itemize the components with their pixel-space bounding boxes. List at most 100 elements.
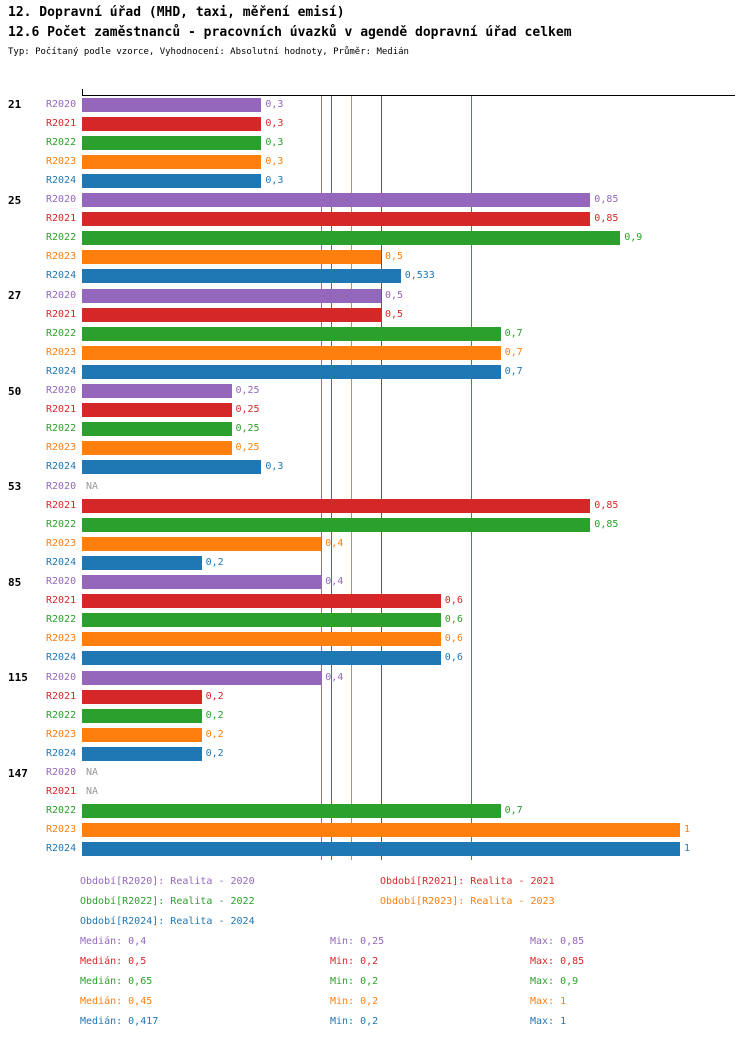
- chart-row: 27 R2020 0,5: [0, 286, 750, 305]
- chart-top-axis: [82, 95, 735, 96]
- bar-85-R2021: [82, 594, 441, 609]
- chart-row: R2023 0,6: [0, 630, 750, 649]
- value-label: 0,2: [205, 690, 224, 702]
- series-label: R2024: [46, 843, 77, 855]
- series-label: R2023: [46, 537, 77, 549]
- series-label: R2023: [46, 824, 77, 836]
- value-label: 0,6: [444, 595, 463, 607]
- stat-max-R2021: Max: 0,85: [530, 956, 585, 967]
- value-label: 0,533: [404, 270, 435, 282]
- chart-row: 53 R2020 NA: [0, 477, 750, 496]
- bar-147-R2023: [82, 823, 680, 838]
- bar-85-R2020: [82, 575, 322, 589]
- chart-row: R2021 0,25: [0, 401, 750, 420]
- series-label: R2024: [46, 270, 77, 282]
- series-label: R2024: [46, 365, 77, 377]
- bar-27-R2021: [82, 307, 381, 322]
- bar-53-R2024: [82, 555, 202, 570]
- series-label: R2022: [46, 805, 77, 817]
- chart-row: 115 R2020 0,4: [0, 668, 750, 687]
- chart-row: R2021 0,3: [0, 114, 750, 133]
- value-label: 0,9: [624, 232, 643, 244]
- bar-21-R2020: [82, 97, 262, 112]
- chart-row: 21 R2020 0,3: [0, 95, 750, 114]
- chart-row: R2023 1: [0, 821, 750, 840]
- bar-27-R2023: [82, 345, 501, 360]
- value-label: 0,3: [265, 174, 284, 186]
- chart-row: R2023 0,5: [0, 248, 750, 267]
- bar-21-R2022: [82, 135, 262, 150]
- group-label: 21: [8, 98, 22, 111]
- series-label: R2021: [46, 595, 77, 607]
- report-title: 12. Dopravní úřad (MHD, taxi, měření emi…: [8, 5, 345, 20]
- bar-27-R2020: [82, 288, 381, 303]
- chart-axis-tick: [82, 89, 83, 96]
- chart-row: R2021 NA: [0, 783, 750, 802]
- series-label: R2022: [46, 232, 77, 244]
- series-label: R2020: [46, 671, 77, 683]
- chart-row: R2022 0,85: [0, 515, 750, 534]
- value-label: 0,85: [594, 518, 619, 530]
- median-line-R2023: [351, 96, 353, 860]
- median-line-R2024: [331, 96, 333, 860]
- group-label: 53: [8, 480, 22, 493]
- chart-row: R2024 0,3: [0, 458, 750, 477]
- bar-21-R2021: [82, 116, 262, 131]
- legend-item-R2022: Období[R2022]: Realita - 2022: [80, 896, 255, 907]
- group-label: 147: [8, 766, 28, 780]
- bar-53-R2022: [82, 517, 591, 532]
- chart-row: R2024 1: [0, 840, 750, 859]
- series-label: R2021: [46, 499, 77, 511]
- chart-row: 50 R2020 0,25: [0, 382, 750, 401]
- group-label: 27: [8, 289, 22, 302]
- value-label: 0,3: [265, 117, 284, 129]
- bar-147-R2022: [82, 804, 501, 819]
- value-label: 0,4: [325, 671, 344, 683]
- bar-21-R2024: [82, 173, 262, 188]
- value-label: 0,25: [235, 423, 260, 435]
- series-label: R2022: [46, 518, 77, 530]
- chart-row: R2021 0,6: [0, 592, 750, 611]
- value-label: 0,85: [594, 213, 619, 225]
- series-label: R2022: [46, 614, 77, 626]
- stat-max-R2024: Max: 1: [530, 1016, 567, 1027]
- stat-max-R2022: Max: 0,9: [530, 976, 579, 987]
- value-label: 0,7: [504, 346, 523, 358]
- bar-25-R2020: [82, 193, 591, 207]
- bar-85-R2022: [82, 613, 441, 628]
- series-label: R2022: [46, 423, 77, 435]
- bar-50-R2021: [82, 403, 232, 418]
- bar-21-R2023: [82, 154, 262, 169]
- group-label: 115: [8, 671, 28, 684]
- value-label: NA: [86, 480, 99, 492]
- value-label: 0,85: [594, 194, 619, 205]
- legend-item-R2021: Období[R2021]: Realita - 2021: [380, 876, 555, 887]
- chart-row: R2021 0,2: [0, 687, 750, 706]
- series-label: R2021: [46, 213, 77, 225]
- value-label: 0,5: [385, 251, 404, 263]
- value-label: NA: [86, 786, 99, 798]
- value-label: 0,5: [385, 308, 404, 320]
- series-label: R2020: [46, 767, 77, 778]
- series-label: R2024: [46, 556, 77, 568]
- series-label: R2024: [46, 652, 77, 664]
- stat-max-R2020: Max: 0,85: [530, 936, 585, 947]
- series-label: R2020: [46, 576, 77, 587]
- series-label: R2021: [46, 690, 77, 702]
- chart-row: R2021 0,85: [0, 496, 750, 515]
- chart-row: R2023 0,3: [0, 152, 750, 171]
- series-label: R2021: [46, 117, 77, 129]
- chart-row: R2022 0,9: [0, 229, 750, 248]
- bar-50-R2022: [82, 422, 232, 437]
- bar-50-R2023: [82, 441, 232, 456]
- series-label: R2023: [46, 728, 77, 740]
- value-label: 0,25: [235, 442, 260, 454]
- stat-min-R2024: Min: 0,2: [330, 1016, 379, 1027]
- bar-25-R2022: [82, 231, 621, 246]
- series-label: R2021: [46, 308, 77, 320]
- value-label: 0,3: [265, 136, 284, 148]
- series-label: R2021: [46, 404, 77, 416]
- stat-median-R2020: Medián: 0,4: [80, 936, 147, 947]
- value-label: 1: [684, 843, 691, 855]
- series-label: R2023: [46, 346, 77, 358]
